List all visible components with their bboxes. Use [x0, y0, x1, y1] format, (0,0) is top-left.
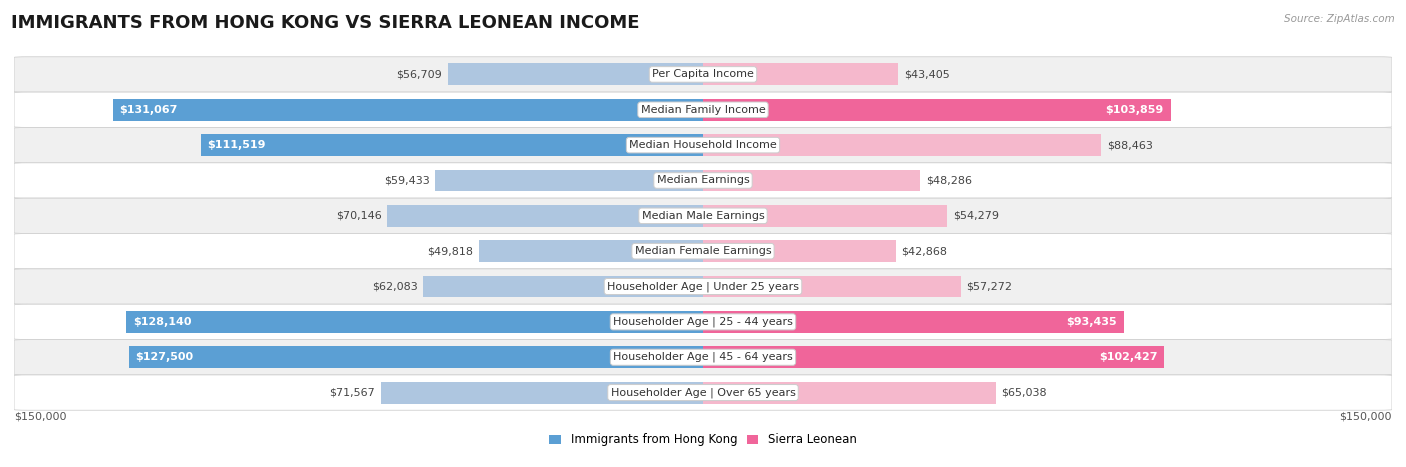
Text: $43,405: $43,405	[904, 70, 949, 79]
Text: $128,140: $128,140	[132, 317, 191, 327]
FancyBboxPatch shape	[14, 269, 1392, 304]
Bar	[703, 134, 1101, 156]
Text: $42,868: $42,868	[901, 246, 948, 256]
Text: $71,567: $71,567	[329, 388, 375, 397]
Text: $57,272: $57,272	[966, 282, 1012, 291]
Bar	[478, 240, 703, 262]
Text: Householder Age | Under 25 years: Householder Age | Under 25 years	[607, 281, 799, 292]
Text: $56,709: $56,709	[396, 70, 443, 79]
Text: $150,000: $150,000	[14, 412, 66, 422]
Bar	[381, 382, 703, 403]
Bar	[703, 170, 921, 191]
FancyBboxPatch shape	[14, 234, 1392, 269]
Bar	[423, 276, 703, 297]
FancyBboxPatch shape	[14, 340, 1392, 375]
Text: $70,146: $70,146	[336, 211, 382, 221]
FancyBboxPatch shape	[14, 57, 1392, 92]
FancyBboxPatch shape	[14, 127, 1392, 163]
Bar	[703, 205, 948, 227]
Text: $48,286: $48,286	[925, 176, 972, 185]
Text: $54,279: $54,279	[953, 211, 998, 221]
Text: Median Female Earnings: Median Female Earnings	[634, 246, 772, 256]
Text: Median Earnings: Median Earnings	[657, 176, 749, 185]
FancyBboxPatch shape	[14, 304, 1392, 340]
Text: $111,519: $111,519	[208, 140, 266, 150]
Bar	[703, 276, 960, 297]
Text: Median Male Earnings: Median Male Earnings	[641, 211, 765, 221]
Bar	[447, 64, 703, 85]
Legend: Immigrants from Hong Kong, Sierra Leonean: Immigrants from Hong Kong, Sierra Leonea…	[544, 429, 862, 451]
Text: $49,818: $49,818	[427, 246, 474, 256]
Text: $131,067: $131,067	[120, 105, 179, 115]
Bar	[703, 99, 1171, 121]
Bar	[703, 382, 995, 403]
Text: Householder Age | 25 - 44 years: Householder Age | 25 - 44 years	[613, 317, 793, 327]
Text: $93,435: $93,435	[1066, 317, 1116, 327]
Text: $88,463: $88,463	[1107, 140, 1153, 150]
Bar	[436, 170, 703, 191]
Text: $150,000: $150,000	[1340, 412, 1392, 422]
Bar	[129, 346, 703, 368]
Text: Per Capita Income: Per Capita Income	[652, 70, 754, 79]
Text: Source: ZipAtlas.com: Source: ZipAtlas.com	[1284, 14, 1395, 24]
Bar	[703, 311, 1123, 333]
Bar	[112, 99, 703, 121]
Text: Median Family Income: Median Family Income	[641, 105, 765, 115]
Text: Median Household Income: Median Household Income	[628, 140, 778, 150]
Text: $103,859: $103,859	[1105, 105, 1164, 115]
Bar	[127, 311, 703, 333]
Bar	[703, 240, 896, 262]
Text: Householder Age | 45 - 64 years: Householder Age | 45 - 64 years	[613, 352, 793, 362]
Text: $102,427: $102,427	[1099, 352, 1157, 362]
Text: $62,083: $62,083	[373, 282, 418, 291]
FancyBboxPatch shape	[14, 92, 1392, 127]
Bar	[703, 64, 898, 85]
Text: $65,038: $65,038	[1001, 388, 1047, 397]
Text: Householder Age | Over 65 years: Householder Age | Over 65 years	[610, 387, 796, 398]
Bar	[703, 346, 1164, 368]
FancyBboxPatch shape	[14, 163, 1392, 198]
Text: $59,433: $59,433	[384, 176, 430, 185]
Bar	[201, 134, 703, 156]
Text: IMMIGRANTS FROM HONG KONG VS SIERRA LEONEAN INCOME: IMMIGRANTS FROM HONG KONG VS SIERRA LEON…	[11, 14, 640, 32]
FancyBboxPatch shape	[14, 375, 1392, 410]
Bar	[387, 205, 703, 227]
FancyBboxPatch shape	[14, 198, 1392, 234]
Text: $127,500: $127,500	[135, 352, 194, 362]
